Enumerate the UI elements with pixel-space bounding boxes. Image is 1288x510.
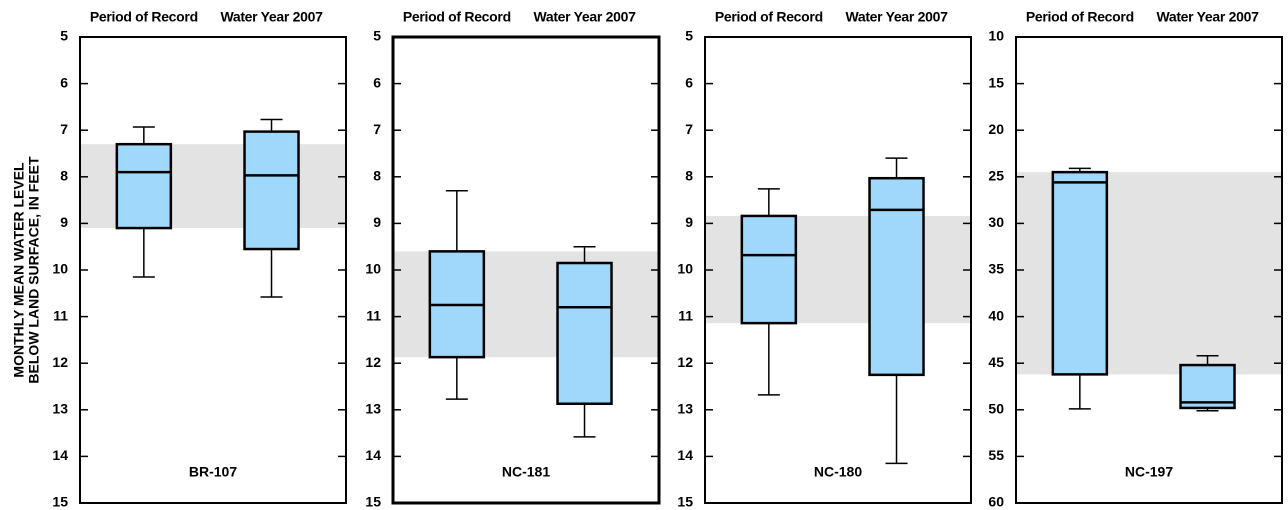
y-tick-label: 5	[373, 28, 381, 44]
y-tick-label: 9	[685, 214, 693, 230]
y-tick-label: 8	[685, 168, 693, 184]
y-tick-label: 9	[373, 214, 381, 230]
box	[868, 176, 925, 377]
box	[556, 261, 613, 405]
station-label: NC-181	[502, 464, 550, 480]
y-tick-label: 15	[677, 494, 693, 510]
y-tick-label: 11	[53, 307, 68, 323]
y-tick-label: 25	[988, 168, 1004, 184]
category-label: Period of Record	[715, 9, 823, 25]
category-label: Period of Record	[90, 9, 198, 25]
station-label: BR-107	[189, 464, 237, 480]
y-tick-label: 14	[52, 447, 68, 463]
y-tick-label: 8	[373, 168, 381, 184]
category-label: Period of Record	[1026, 9, 1134, 25]
plot-frame	[79, 36, 347, 504]
y-tick-label: 9	[60, 214, 68, 230]
box	[740, 214, 798, 325]
y-tick-label: 60	[988, 494, 1004, 510]
y-tick-label: 7	[685, 121, 693, 137]
category-label: Water Year 2007	[845, 9, 948, 25]
box	[1051, 170, 1109, 376]
category-label: Period of Record	[403, 9, 511, 25]
y-tick-label: 12	[365, 354, 381, 370]
station-label: NC-197	[1125, 464, 1173, 480]
y-tick-label: 11	[366, 307, 381, 323]
y-tick-label: 6	[685, 74, 693, 90]
category-label: Water Year 2007	[533, 9, 636, 25]
y-tick-label: 6	[373, 74, 381, 90]
y-tick-label: 14	[677, 447, 693, 463]
y-tick-label: 13	[677, 401, 693, 417]
category-label: Water Year 2007	[1156, 9, 1259, 25]
y-tick-label: 5	[60, 28, 68, 44]
y-tick-label: 45	[988, 354, 1004, 370]
station-label: NC-180	[814, 464, 862, 480]
box	[1179, 363, 1236, 410]
y-tick-label: 8	[60, 168, 68, 184]
y-tick-label: 12	[677, 354, 693, 370]
y-axis-title-line: MONTHLY MEAN WATER LEVEL	[11, 162, 27, 378]
y-tick-label: 20	[988, 121, 1004, 137]
y-tick-label: 13	[365, 401, 381, 417]
box	[115, 142, 173, 230]
y-tick-label: 35	[988, 261, 1004, 277]
y-tick-label: 15	[988, 74, 1004, 90]
y-tick-label: 55	[988, 447, 1004, 463]
y-axis-title-line: BELOW LAND SURFACE, IN FEET	[26, 156, 42, 384]
y-tick-label: 10	[52, 261, 68, 277]
y-tick-label: 7	[60, 121, 68, 137]
y-tick-label: 13	[52, 401, 68, 417]
y-tick-label: 7	[373, 121, 381, 137]
y-tick-label: 6	[60, 74, 68, 90]
y-tick-label: 5	[685, 28, 693, 44]
category-label: Water Year 2007	[220, 9, 323, 25]
y-tick-label: 30	[988, 214, 1004, 230]
y-tick-label: 15	[52, 494, 68, 510]
y-tick-label: 50	[988, 401, 1004, 417]
y-tick-label: 14	[365, 447, 381, 463]
y-tick-label: 10	[677, 261, 693, 277]
y-axis-title: MONTHLY MEAN WATER LEVEL BELOW LAND SURF…	[11, 156, 42, 384]
y-tick-label: 10	[365, 261, 381, 277]
y-tick-label: 10	[988, 28, 1004, 44]
y-tick-label: 12	[52, 354, 68, 370]
y-tick-label: 15	[365, 494, 381, 510]
y-tick-label: 40	[988, 307, 1004, 323]
box	[243, 130, 300, 251]
y-tick-label: 11	[678, 307, 693, 323]
